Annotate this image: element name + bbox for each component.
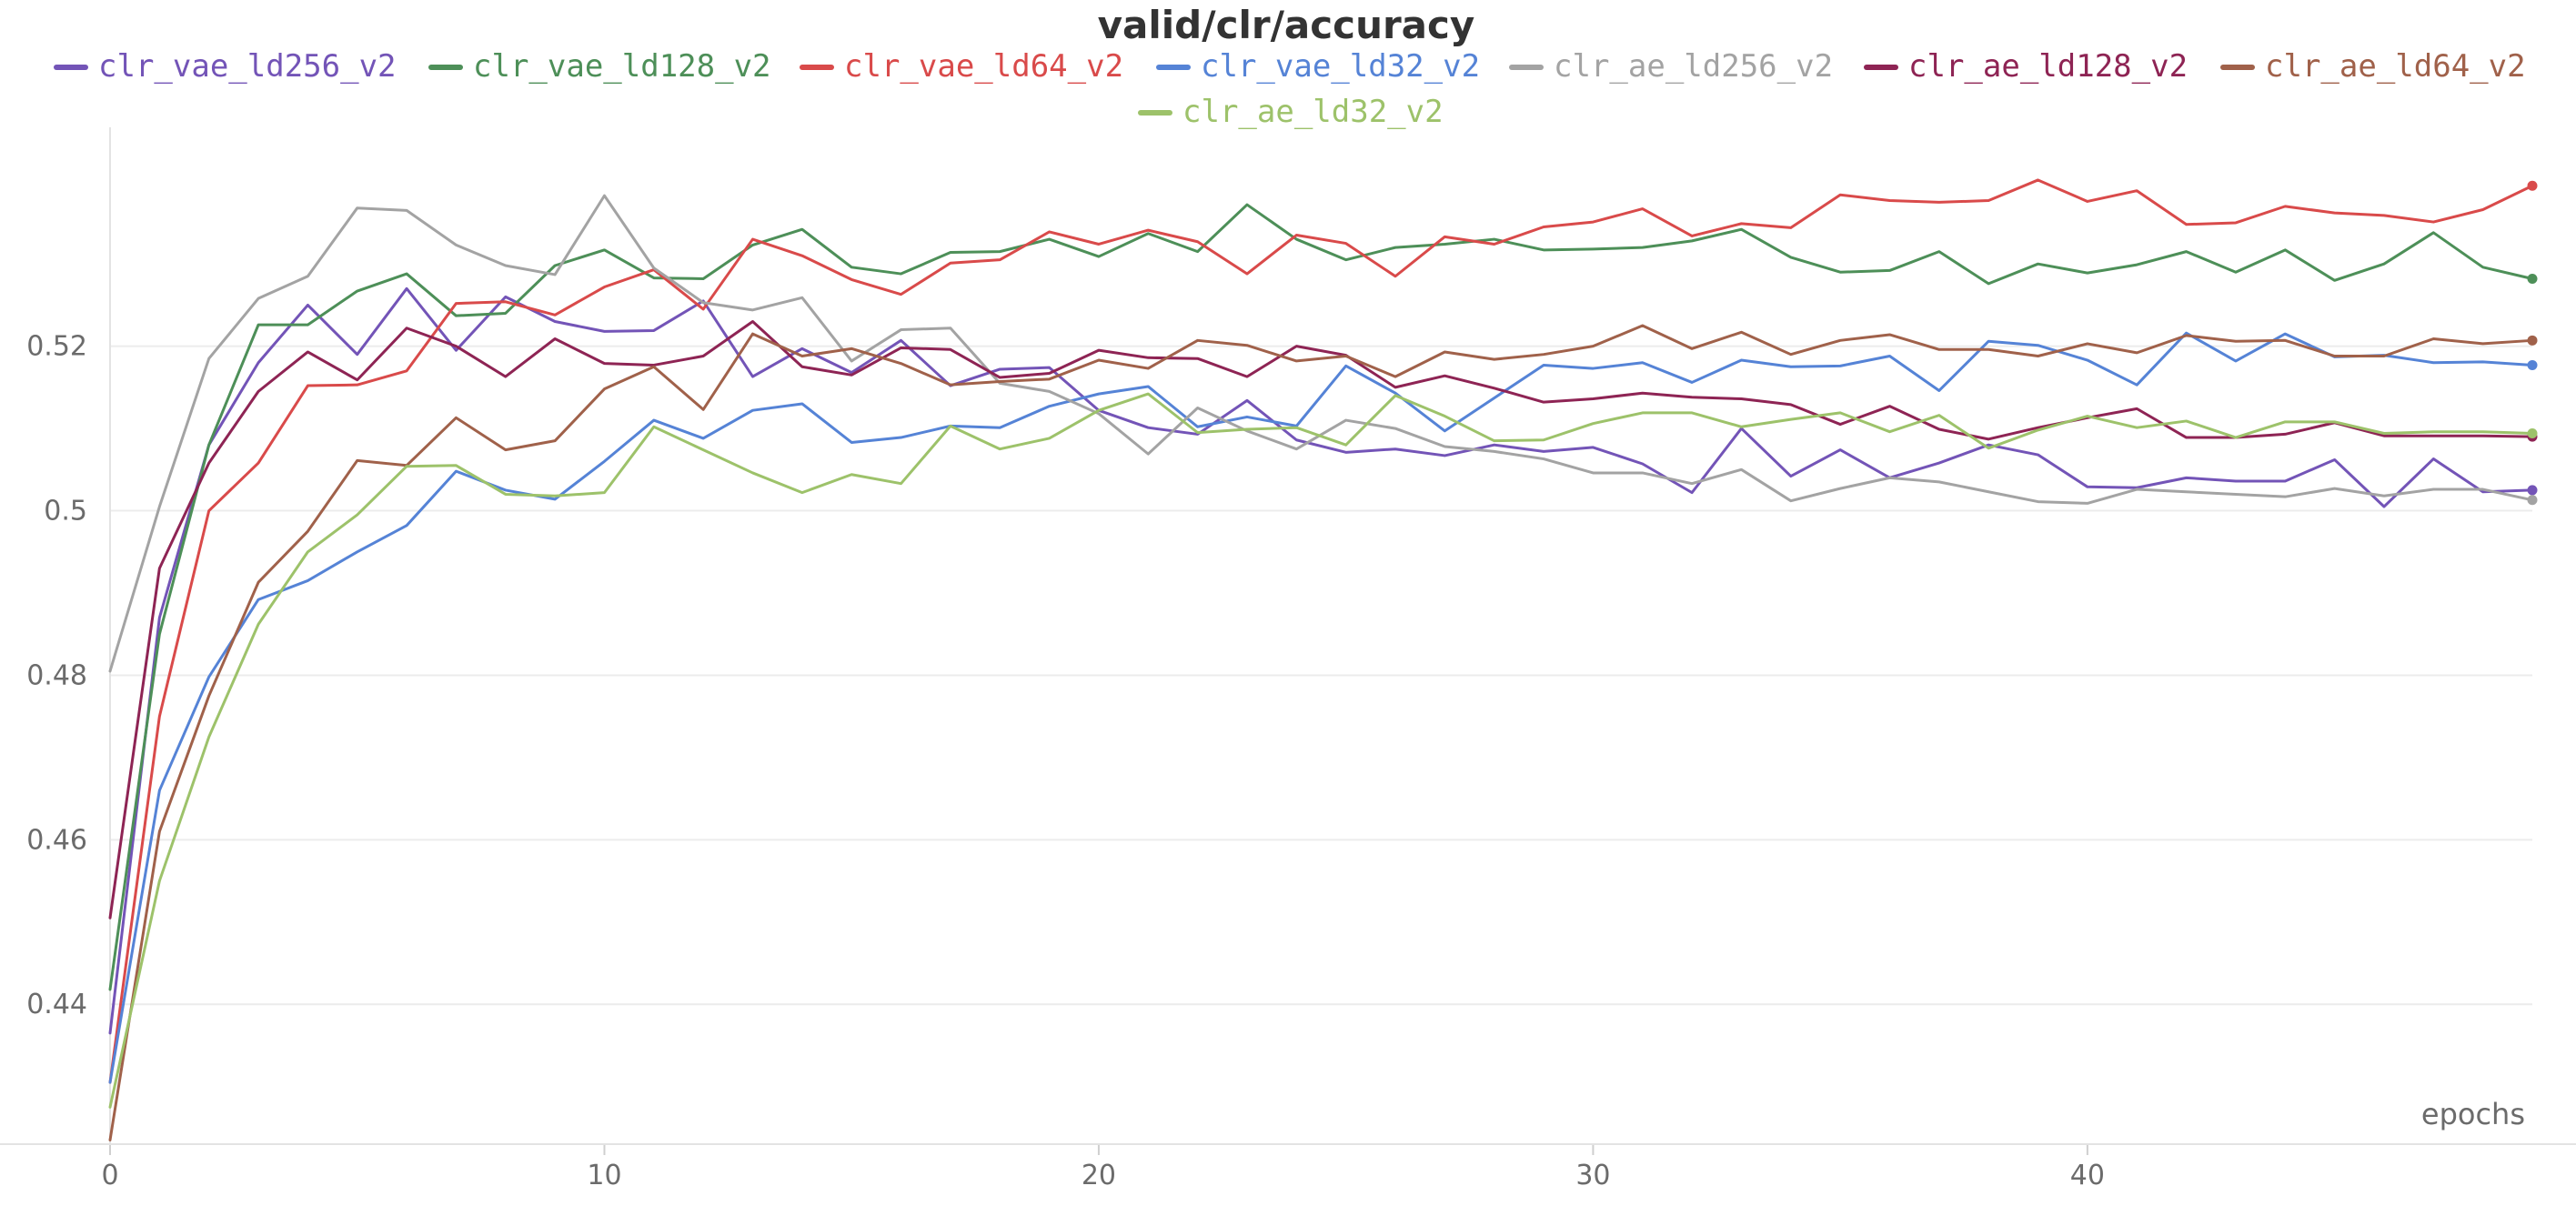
- gridlines: [110, 345, 2532, 1006]
- legend-label: clr_ae_ld128_v2: [1908, 48, 2188, 85]
- legend-label: clr_ae_ld256_v2: [1554, 48, 1833, 85]
- series-end-point-clr-vae-ld32-v2: [2527, 359, 2538, 370]
- series-end-point-clr-vae-ld64-v2: [2527, 180, 2538, 191]
- legend[interactable]: clr_vae_ld256_v2 clr_vae_ld128_v2 clr_vae_…: [54, 48, 2526, 130]
- y-tick-label: 0.48: [26, 659, 87, 691]
- x-tick-label: 10: [587, 1160, 621, 1191]
- legend-item-clr-vae-ld128-v2[interactable]: clr_vae_ld128_v2: [428, 48, 771, 85]
- legend-item-clr-vae-ld256-v2[interactable]: clr_vae_ld256_v2: [54, 48, 397, 85]
- series-line-clr-ae-ld32-v2: [108, 392, 2534, 1109]
- series-line-clr-vae-ld64-v2: [108, 178, 2534, 1084]
- series-line-clr-vae-ld32-v2: [108, 331, 2534, 1084]
- y-tick-label: 0.52: [26, 331, 87, 363]
- legend-item-clr-vae-ld64-v2[interactable]: clr_vae_ld64_v2: [800, 48, 1123, 85]
- legend-item-clr-vae-ld32-v2[interactable]: clr_vae_ld32_v2: [1156, 48, 1480, 85]
- x-axis-label: epochs: [2421, 1097, 2525, 1131]
- series-end-point-clr-ae-ld256-v2: [2527, 495, 2538, 506]
- series-lines: [108, 178, 2538, 1141]
- series-end-point-clr-ae-ld32-v2: [2527, 428, 2538, 439]
- legend-label: clr_ae_ld64_v2: [2265, 48, 2526, 85]
- y-tick-label: 0.46: [26, 824, 87, 856]
- legend-label: clr_vae_ld256_v2: [98, 48, 397, 85]
- y-tick-label: 0.5: [44, 496, 87, 528]
- x-tick-label: 0: [101, 1160, 118, 1191]
- legend-item-clr-ae-ld256-v2[interactable]: clr_ae_ld256_v2: [1509, 48, 1833, 85]
- series-end-point-clr-vae-ld128-v2: [2527, 273, 2538, 284]
- series-line-clr-ae-ld128-v2: [108, 320, 2534, 920]
- axes: 0.44 0.46 0.48 0.5 0.52 0 10 20 30 40: [0, 127, 2576, 1191]
- legend-item-clr-ae-ld128-v2[interactable]: clr_ae_ld128_v2: [1864, 48, 2188, 85]
- legend-label: clr_vae_ld64_v2: [844, 48, 1123, 85]
- series-line-clr-vae-ld256-v2: [108, 286, 2534, 1035]
- y-tick-label: 0.44: [26, 989, 87, 1020]
- series-line-clr-vae-ld128-v2: [108, 203, 2534, 991]
- chart-title: valid/clr/accuracy: [1098, 3, 1475, 47]
- legend-item-clr-ae-ld32-v2[interactable]: clr_ae_ld32_v2: [1138, 94, 1444, 130]
- legend-label: clr_vae_ld128_v2: [473, 48, 771, 85]
- legend-item-clr-ae-ld64-v2[interactable]: clr_ae_ld64_v2: [2220, 48, 2526, 85]
- x-tick-label: 30: [1575, 1160, 1610, 1191]
- legend-label: clr_ae_ld32_v2: [1182, 94, 1444, 130]
- series-line-clr-ae-ld64-v2: [108, 324, 2534, 1141]
- legend-label: clr_vae_ld32_v2: [1201, 48, 1480, 85]
- x-tick-label: 40: [2070, 1160, 2105, 1191]
- series-end-point-clr-vae-ld256-v2: [2527, 485, 2538, 496]
- series-end-point-clr-ae-ld64-v2: [2527, 335, 2538, 346]
- series-line-clr-ae-ld256-v2: [108, 194, 2534, 673]
- x-tick-label: 20: [1082, 1160, 1116, 1191]
